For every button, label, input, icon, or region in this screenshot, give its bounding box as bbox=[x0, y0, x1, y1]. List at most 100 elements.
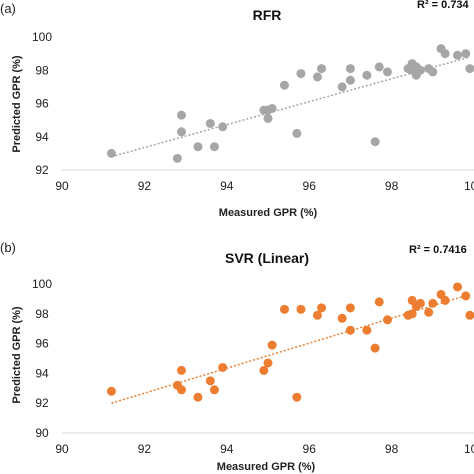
x-tick-label-a: 96 bbox=[303, 179, 317, 193]
data-point-a bbox=[296, 69, 306, 79]
data-point-b bbox=[263, 358, 273, 368]
data-point-b bbox=[317, 303, 327, 313]
x-tick-label-b: 100 bbox=[464, 442, 474, 456]
data-point-b bbox=[337, 313, 347, 323]
x-tick-label-b: 98 bbox=[385, 442, 399, 456]
data-point-b bbox=[407, 309, 417, 319]
data-point-b bbox=[362, 325, 372, 335]
y-axis-label-a: Predicted GPR (%) bbox=[11, 55, 23, 153]
data-point-a bbox=[176, 127, 186, 137]
data-point-b bbox=[259, 365, 269, 375]
y-tick-label-b: 94 bbox=[35, 366, 49, 380]
data-point-a bbox=[345, 75, 355, 85]
data-point-a bbox=[218, 122, 228, 132]
data-point-a bbox=[205, 118, 215, 128]
data-point-b bbox=[176, 365, 186, 375]
data-point-a bbox=[428, 67, 438, 77]
data-point-a bbox=[415, 65, 425, 75]
data-point-a bbox=[370, 137, 380, 147]
data-point-b bbox=[424, 307, 434, 317]
y-tick-label-a: 100 bbox=[32, 30, 52, 44]
x-tick-labels-b: 90 92 94 96 98 100 bbox=[55, 442, 474, 456]
y-tick-labels-a: 92 94 96 98 100 bbox=[32, 30, 52, 177]
x-tick-label-a: 94 bbox=[220, 179, 234, 193]
data-point-a bbox=[382, 67, 392, 77]
data-point-b bbox=[453, 282, 463, 292]
y-tick-label-a: 98 bbox=[35, 63, 49, 77]
data-point-b bbox=[370, 343, 380, 353]
data-point-b bbox=[374, 297, 384, 307]
data-point-a bbox=[461, 49, 471, 59]
data-point-b bbox=[279, 304, 289, 314]
data-point-a bbox=[317, 64, 327, 74]
x-tick-label-b: 96 bbox=[303, 442, 317, 456]
x-tick-label-a: 92 bbox=[138, 179, 152, 193]
data-point-a bbox=[263, 113, 273, 123]
x-tick-label-a: 100 bbox=[464, 179, 474, 193]
y-tick-label-b: 98 bbox=[35, 307, 49, 321]
data-point-a bbox=[374, 62, 384, 72]
data-point-a bbox=[267, 103, 277, 113]
x-tick-label-a: 98 bbox=[385, 179, 399, 193]
data-point-a bbox=[345, 64, 355, 74]
r-squared-b: R² = 0.7416 bbox=[409, 244, 467, 256]
data-point-b bbox=[209, 385, 219, 395]
data-point-a bbox=[279, 80, 289, 90]
data-points-a bbox=[106, 44, 474, 163]
r-squared-a: R² = 0.734 bbox=[417, 0, 470, 11]
data-point-b bbox=[218, 362, 228, 372]
panel-b-label: (b) bbox=[0, 240, 16, 255]
data-point-a bbox=[176, 110, 186, 120]
y-axis-label-b: Predicted GPR (%) bbox=[11, 306, 23, 404]
data-point-a bbox=[440, 49, 450, 59]
data-point-b bbox=[292, 392, 302, 402]
data-point-b bbox=[440, 295, 450, 305]
x-tick-label-b: 94 bbox=[220, 442, 234, 456]
x-tick-labels-a: 90 92 94 96 98 100 bbox=[55, 179, 474, 193]
chart-title-b: SVR (Linear) bbox=[225, 250, 309, 266]
x-tick-label-b: 92 bbox=[138, 442, 152, 456]
data-point-a bbox=[172, 153, 182, 163]
panel-a-label: (a) bbox=[0, 1, 16, 16]
data-point-a bbox=[193, 142, 203, 152]
y-tick-label-a: 92 bbox=[35, 163, 49, 177]
chart-title-a: RFR bbox=[253, 7, 282, 23]
panel-b: (b) SVR (Linear) R² = 0.7416 90 92 94 96 98 1… bbox=[0, 240, 474, 473]
data-point-a bbox=[337, 82, 347, 92]
y-tick-label-a: 96 bbox=[35, 97, 49, 111]
data-point-a bbox=[453, 50, 463, 60]
data-point-b bbox=[382, 315, 392, 325]
x-axis-label-a: Measured GPR (%) bbox=[219, 207, 318, 219]
data-point-b bbox=[345, 325, 355, 335]
data-point-a bbox=[362, 70, 372, 80]
data-point-b bbox=[415, 298, 425, 308]
x-tick-label-b: 90 bbox=[55, 442, 69, 456]
data-point-b bbox=[267, 340, 277, 350]
data-point-b bbox=[465, 310, 474, 320]
data-point-b bbox=[296, 304, 306, 314]
y-tick-label-b: 90 bbox=[35, 426, 49, 440]
y-tick-label-b: 92 bbox=[35, 396, 49, 410]
data-point-b bbox=[106, 386, 116, 396]
data-point-a bbox=[106, 148, 116, 158]
x-tick-label-a: 90 bbox=[55, 179, 69, 193]
data-point-b bbox=[205, 376, 215, 386]
y-tick-label-a: 94 bbox=[35, 130, 49, 144]
data-point-a bbox=[292, 128, 302, 138]
data-point-a bbox=[209, 142, 219, 152]
data-point-b bbox=[345, 303, 355, 313]
data-point-b bbox=[176, 385, 186, 395]
y-tick-labels-b: 90 92 94 96 98 100 bbox=[32, 277, 52, 440]
data-point-b bbox=[428, 298, 438, 308]
y-tick-label-b: 96 bbox=[35, 337, 49, 351]
data-point-b bbox=[193, 392, 203, 402]
data-points-b bbox=[106, 282, 474, 402]
data-point-a bbox=[465, 64, 474, 74]
y-tick-label-b: 100 bbox=[32, 277, 52, 291]
data-point-b bbox=[312, 310, 322, 320]
data-point-a bbox=[312, 72, 322, 82]
x-axis-label-b: Measured GPR (%) bbox=[217, 461, 316, 473]
data-point-b bbox=[461, 291, 471, 301]
